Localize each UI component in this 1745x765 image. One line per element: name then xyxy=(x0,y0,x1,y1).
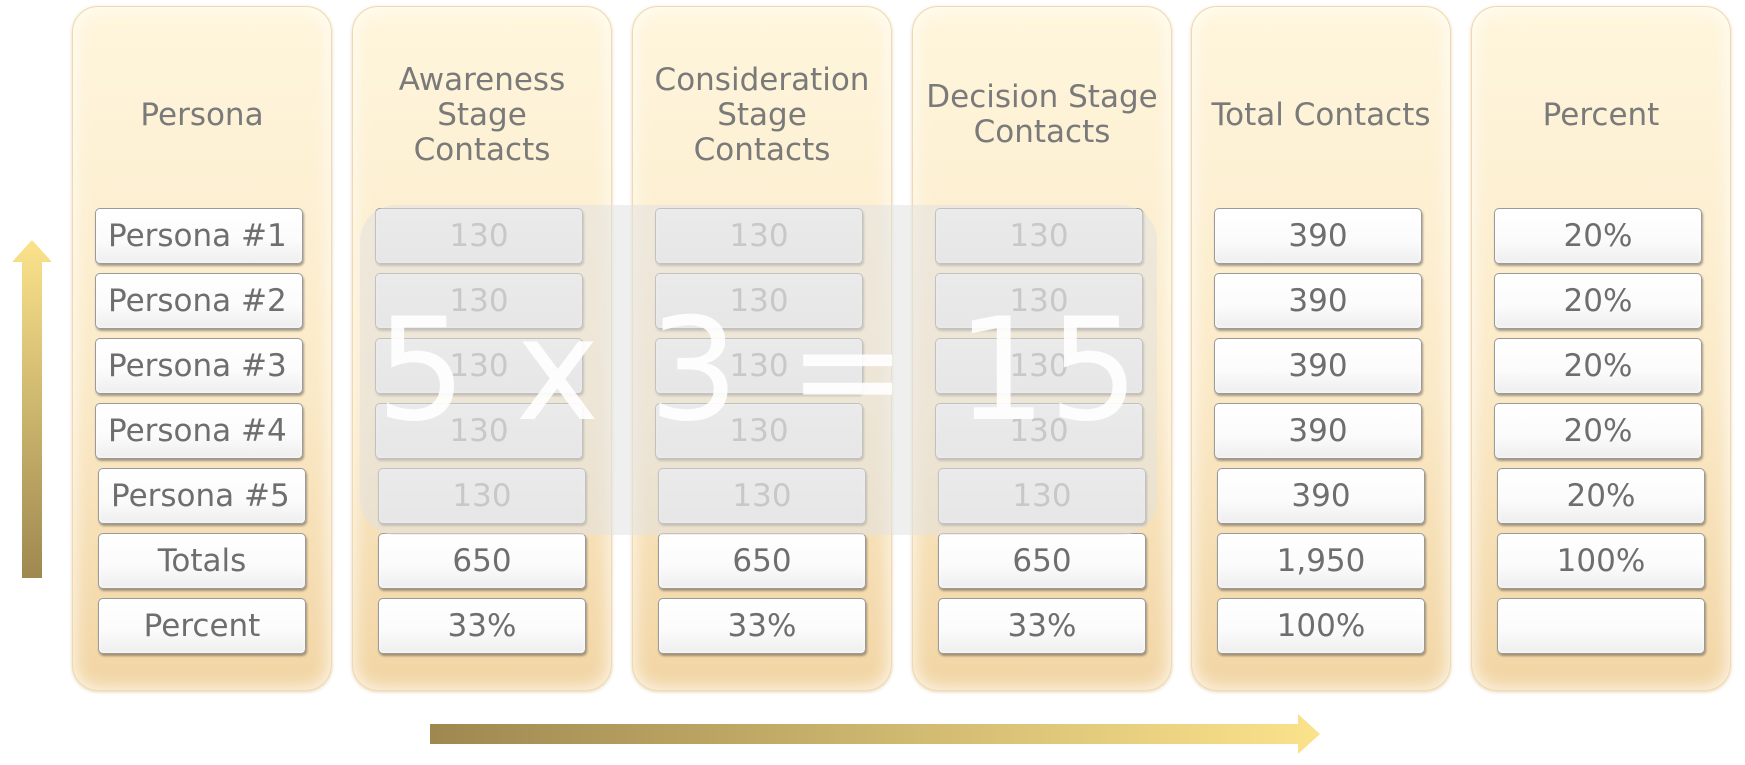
table-cell: 130 xyxy=(375,208,583,264)
table-cell: 20% xyxy=(1497,468,1705,524)
column-decision: Decision Stage Contacts 130 130 130 130 130 65… xyxy=(912,6,1172,691)
table-cell: Persona #5 xyxy=(98,468,306,524)
table-cell: 130 xyxy=(935,403,1143,459)
column-header: Percent xyxy=(1472,45,1730,185)
horizontal-gradient-arrow xyxy=(430,714,1320,754)
table-cell: 130 xyxy=(658,468,866,524)
column-consideration: Consideration Stage Contacts 130 130 130 130… xyxy=(632,6,892,691)
vertical-gradient-arrow xyxy=(12,240,52,578)
column-persona: Persona Persona #1 Persona #2 Persona #3 Per… xyxy=(72,6,332,691)
table-cell: 20% xyxy=(1494,208,1702,264)
table-cell: 390 xyxy=(1217,468,1425,524)
table-cell: Percent xyxy=(98,598,306,654)
column-header: Consideration Stage Contacts xyxy=(633,45,891,185)
table-cell: 130 xyxy=(938,468,1146,524)
table-cell: 130 xyxy=(935,338,1143,394)
table-cell: 130 xyxy=(655,338,863,394)
table-cell: Persona #2 xyxy=(95,273,303,329)
table-cell: 33% xyxy=(938,598,1146,654)
column-header-label: Persona xyxy=(140,96,264,133)
table-cell: Persona #4 xyxy=(95,403,303,459)
table-cell: 130 xyxy=(378,468,586,524)
table-cell: 100% xyxy=(1497,533,1705,589)
table-cell: 650 xyxy=(938,533,1146,589)
table-cell: Totals xyxy=(98,533,306,589)
table-cell: 650 xyxy=(658,533,866,589)
table-cell: 130 xyxy=(375,338,583,394)
column-header: Total Contacts xyxy=(1192,45,1450,185)
table-cell: 20% xyxy=(1494,338,1702,394)
column-header-label: Decision Stage Contacts xyxy=(926,79,1158,150)
column-awareness: Awareness Stage Contacts 130 130 130 130 130 6… xyxy=(352,6,612,691)
table-cell: 130 xyxy=(935,273,1143,329)
table-cell: 130 xyxy=(655,208,863,264)
table-cell: 390 xyxy=(1214,273,1422,329)
table-cell: 650 xyxy=(378,533,586,589)
column-header-label: Awareness Stage Contacts xyxy=(398,61,566,168)
table-cell: 390 xyxy=(1214,338,1422,394)
table-cell: 33% xyxy=(378,598,586,654)
table-cell: 130 xyxy=(375,273,583,329)
table-cell: 130 xyxy=(935,208,1143,264)
table-cell: 390 xyxy=(1214,403,1422,459)
table-cell: Persona #3 xyxy=(95,338,303,394)
table-cell: 130 xyxy=(655,403,863,459)
column-header: Persona xyxy=(73,45,331,185)
table-cell: Persona #1 xyxy=(95,208,303,264)
table-cell: 20% xyxy=(1494,273,1702,329)
column-header-label: Total Contacts xyxy=(1211,96,1431,133)
table-cell: 100% xyxy=(1217,598,1425,654)
table-cell: 20% xyxy=(1494,403,1702,459)
table-cell: 130 xyxy=(375,403,583,459)
column-total-contacts: Total Contacts 390 390 390 390 390 1,950 100% xyxy=(1191,6,1451,691)
column-header-label: Consideration Stage Contacts xyxy=(654,61,870,168)
column-percent: Percent 20% 20% 20% 20% 20% 100% xyxy=(1471,6,1731,691)
table-cell: 1,950 xyxy=(1217,533,1425,589)
table-cell: 130 xyxy=(655,273,863,329)
table-cell xyxy=(1497,598,1705,654)
column-header-label: Percent xyxy=(1542,96,1660,133)
table-cell: 33% xyxy=(658,598,866,654)
column-header: Awareness Stage Contacts xyxy=(353,45,611,185)
column-header: Decision Stage Contacts xyxy=(913,45,1171,185)
table-cell: 390 xyxy=(1214,208,1422,264)
